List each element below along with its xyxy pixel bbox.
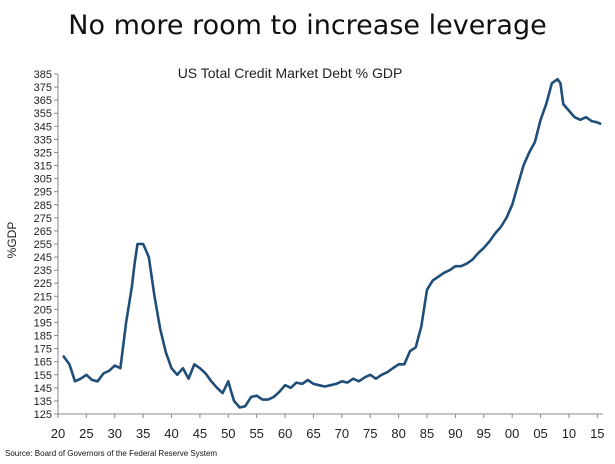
y-tick-label: 235 [34, 265, 52, 277]
y-tick-label: 375 [34, 82, 52, 94]
x-tick-label: 20 [51, 426, 65, 441]
y-tick-label: 155 [34, 370, 52, 382]
x-tick-label: 05 [533, 426, 547, 441]
y-tick-label: 195 [34, 317, 52, 329]
x-tick-label: 55 [249, 426, 263, 441]
debt-gdp-series-line [62, 77, 602, 409]
y-tick-label: 215 [34, 291, 52, 303]
x-tick-label: 30 [108, 426, 122, 441]
x-tick-label: 40 [164, 426, 178, 441]
y-tick-label: 355 [34, 108, 52, 120]
x-tick-label: 00 [505, 426, 519, 441]
slide-title: No more room to increase leverage [68, 10, 547, 41]
x-tick-label: 75 [363, 426, 377, 441]
x-tick-label: 85 [420, 426, 434, 441]
x-tick-label: 25 [79, 426, 93, 441]
y-tick-label: 205 [34, 304, 52, 316]
line-chart: US Total Credit Market Debt % GDP %GDP 1… [5, 65, 605, 441]
y-tick-label: 305 [34, 174, 52, 186]
y-tick-label: 315 [34, 161, 52, 173]
y-tick-label: 265 [34, 226, 52, 238]
x-tick-label: 90 [448, 426, 462, 441]
y-tick-label: 385 [34, 69, 52, 81]
y-tick-label: 245 [34, 252, 52, 264]
y-tick-label: 185 [34, 331, 52, 343]
y-tick-label: 225 [34, 278, 52, 290]
axes [54, 73, 603, 418]
y-tick-label: 175 [34, 344, 52, 356]
y-axis-label: %GDP [5, 222, 19, 259]
x-tick-label: 50 [221, 426, 235, 441]
x-tick-label: 45 [193, 426, 207, 441]
x-tick-label: 70 [335, 426, 349, 441]
x-tick-label: 95 [477, 426, 491, 441]
chart-title: US Total Credit Market Debt % GDP [178, 65, 403, 81]
y-tick-label: 275 [34, 213, 52, 225]
y-tick-label: 125 [34, 409, 52, 421]
y-tick-label: 165 [34, 357, 52, 369]
y-tick-label: 335 [34, 134, 52, 146]
y-tick-label: 295 [34, 187, 52, 199]
y-tick-label: 135 [34, 396, 52, 408]
y-tick-labels: 1251351451551651751851952052152252352452… [34, 69, 52, 421]
y-tick-label: 325 [34, 147, 52, 159]
x-tick-label: 80 [391, 426, 405, 441]
x-tick-label: 15 [590, 426, 604, 441]
source-note: Source: Board of Governors of the Federa… [5, 449, 218, 458]
y-tick-label: 345 [34, 121, 52, 133]
x-tick-label: 60 [278, 426, 292, 441]
x-tick-label: 65 [306, 426, 320, 441]
y-tick-label: 285 [34, 200, 52, 212]
x-tick-label: 35 [136, 426, 150, 441]
x-tick-label: 10 [562, 426, 576, 441]
y-tick-label: 365 [34, 95, 52, 107]
x-tick-labels: 20 25 30 35 40 45 50 55 60 65 70 75 80 85 90 95 00 05 10 15 [51, 426, 605, 441]
y-tick-label: 255 [34, 239, 52, 251]
y-tick-label: 145 [34, 383, 52, 395]
